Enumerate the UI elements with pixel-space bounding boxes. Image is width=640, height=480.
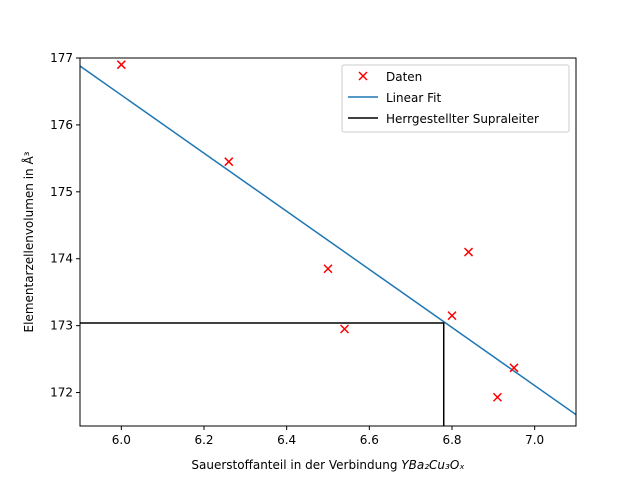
legend: Daten Linear Fit Herrgestellter Supralei…	[341, 64, 570, 133]
x-axis-label-main: Sauerstoffanteil in der Verbindung	[191, 458, 401, 472]
x-tick-label: 6.2	[194, 433, 213, 447]
legend-entry-linear-fit: Linear Fit	[348, 91, 441, 105]
data-point	[447, 311, 457, 321]
y-axis-label: Elementarzellenvolumen in Å³	[21, 151, 36, 332]
supraleiter-line	[80, 322, 445, 426]
legend-entry-supraleiter: Herrgestellter Supraleiter	[348, 112, 539, 126]
y-tick-label: 174	[50, 252, 73, 266]
x-tick-label: 6.4	[277, 433, 296, 447]
legend-box	[341, 64, 570, 133]
plot-area	[80, 60, 576, 426]
legend-label-supraleiter: Herrgestellter Supraleiter	[386, 112, 539, 126]
linear-fit-line	[80, 65, 576, 416]
data-point	[340, 324, 350, 334]
data-point	[464, 247, 474, 257]
y-tick-label: 177	[50, 51, 73, 65]
legend-marker-daten	[358, 71, 368, 81]
y-tick-label: 172	[50, 386, 73, 400]
plot-clip-group	[80, 60, 576, 426]
y-tick-label: 173	[50, 319, 73, 333]
data-point	[323, 264, 333, 274]
ticks: 6.0 6.2 6.4 6.6 6.8 7.0 172 173 174 175 176 177	[50, 51, 544, 447]
legend-label-daten: Daten	[386, 70, 422, 84]
x-axis-label: Sauerstoffanteil in der Verbindung YBa₂C…	[191, 458, 464, 472]
x-tick-label: 6.0	[112, 433, 131, 447]
y-tick-label: 175	[50, 185, 73, 199]
data-point	[492, 392, 502, 402]
data-point	[224, 157, 234, 167]
x-tick-label: 6.8	[442, 433, 461, 447]
legend-label-linear-fit: Linear Fit	[386, 91, 441, 105]
x-tick-label: 7.0	[525, 433, 544, 447]
y-tick-label: 176	[50, 118, 73, 132]
axes-frame	[79, 57, 577, 427]
data-point	[509, 363, 519, 373]
x-tick-label: 6.6	[360, 433, 379, 447]
data-point	[116, 60, 126, 70]
x-axis-label-formula: YBa₂Cu₃Oₓ	[401, 458, 464, 472]
legend-entry-daten: Daten	[358, 70, 422, 84]
